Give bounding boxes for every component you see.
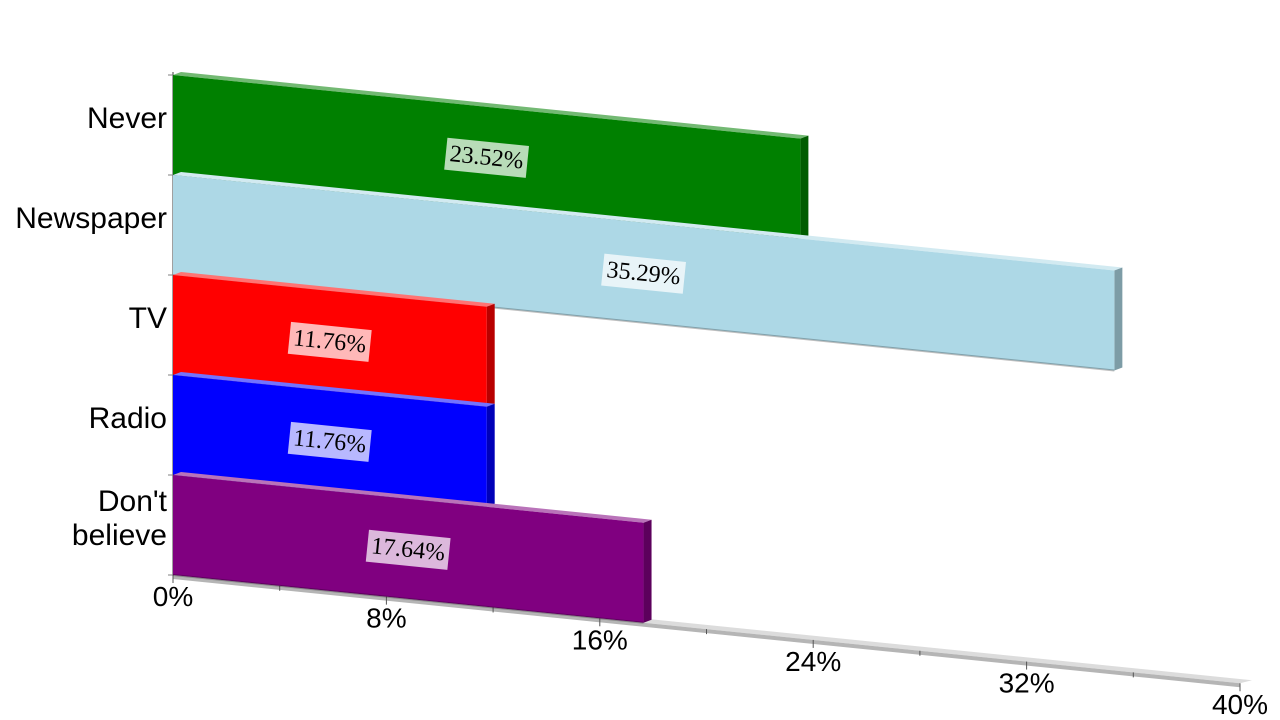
bar-bottom-edge: [172, 574, 644, 624]
x-tick-label: 40%: [1212, 689, 1268, 720]
category-label: Never: [87, 102, 167, 135]
x-tick-label: 0%: [153, 581, 193, 612]
bar-side-face: [486, 403, 495, 507]
bar-top-face: [173, 372, 495, 407]
bar-top-face: [173, 172, 1123, 271]
x-tick-label: 16%: [572, 624, 628, 655]
data-label-background: [601, 253, 686, 294]
data-label-4: 17.64%: [365, 529, 451, 570]
data-label-background: [287, 421, 372, 462]
x-tick-label: 8%: [366, 603, 406, 634]
bar-side-face: [486, 303, 495, 407]
data-label-0: 23.52%: [444, 137, 530, 178]
bar-side-face: [643, 519, 652, 623]
data-label-1: 35.29%: [601, 253, 686, 294]
data-label-background: [365, 529, 451, 570]
x-tick-label: 24%: [785, 646, 841, 677]
category-label: TV: [129, 302, 167, 335]
bar-top-face: [173, 72, 809, 139]
category-labels: Never Newspaper TV Radio Don't believe: [15, 102, 167, 552]
data-labels: 23.52% 35.29% 11.76% 11.76% 17.64%: [287, 137, 686, 570]
data-label-background: [287, 321, 372, 362]
category-label: Newspaper: [15, 202, 167, 235]
bar-top-face: [173, 472, 652, 523]
category-label: Radio: [89, 402, 167, 435]
category-label: Don't believe: [72, 485, 168, 552]
data-label-2: 11.76%: [287, 321, 372, 362]
bar-side-face: [800, 135, 809, 239]
bar-side-face: [1114, 267, 1123, 371]
data-label-background: [444, 137, 530, 178]
bar-top-face: [173, 272, 495, 307]
x-tick-label: 32%: [999, 668, 1055, 699]
tick-labels: 0% 8% 16% 24% 32% 40%: [153, 581, 1268, 720]
data-label-3: 11.76%: [287, 421, 372, 462]
